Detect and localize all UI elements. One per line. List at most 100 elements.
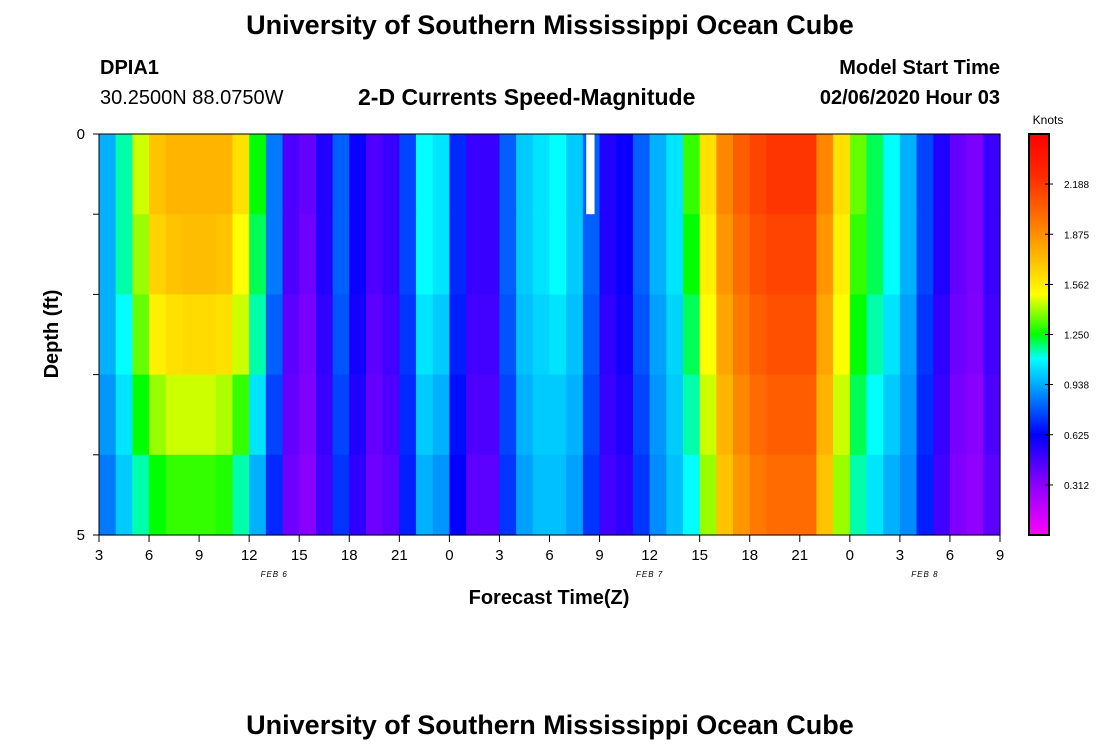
heatmap-cell [866, 134, 884, 215]
colorbar-tick-label: 1.562 [1064, 280, 1089, 291]
heatmap-cell [416, 454, 434, 536]
heatmap-cell [649, 374, 667, 456]
colorbar-tick-label: 2.188 [1064, 180, 1089, 191]
heatmap-cell [733, 134, 751, 215]
heatmap-cell [499, 294, 517, 376]
station-id: DPIA1 [100, 57, 159, 79]
heatmap-cell [849, 214, 868, 295]
missing-data-cell [586, 134, 595, 215]
heatmap-cell [783, 374, 801, 456]
heatmap-cell [933, 294, 951, 376]
heatmap-cell [332, 374, 350, 456]
heatmap-cell [699, 374, 717, 456]
heatmap-cell [282, 454, 300, 536]
heatmap-cell [315, 374, 334, 456]
heatmap-cell [532, 294, 551, 376]
heatmap-cell [649, 134, 667, 215]
heatmap-cell [249, 294, 267, 376]
missing-data-marks [586, 134, 595, 215]
heatmap-cell [599, 454, 617, 536]
heatmap-cell [416, 214, 434, 295]
heatmap-cell [816, 134, 834, 215]
heatmap-cell [949, 374, 968, 456]
heatmap-cell [399, 214, 417, 295]
heatmap-cell [516, 374, 534, 456]
colorbar-ticks: 0.312 0.625 0.938 1.250 1.562 1.875 2.188 [1045, 180, 1089, 492]
heatmap-cell [182, 374, 200, 456]
heatmap-cell [165, 374, 184, 456]
heatmap-cell [382, 214, 400, 295]
heatmap-cell [866, 454, 884, 536]
heatmap-cell [816, 214, 834, 295]
heatmap-cell [916, 214, 934, 295]
heatmap-cells [99, 134, 1001, 536]
heatmap-cell [916, 294, 934, 376]
heatmap-cell [699, 294, 717, 376]
heatmap-cell [766, 294, 784, 376]
heatmap-cell [165, 214, 184, 295]
heatmap-cell [766, 374, 784, 456]
heatmap-cell [666, 294, 684, 376]
heatmap-cell [382, 294, 400, 376]
heatmap-cell [265, 214, 284, 295]
heatmap-cell [466, 454, 484, 536]
heatmap-cell [983, 134, 1001, 215]
heatmap-cell [482, 454, 501, 536]
heatmap-cell [616, 454, 634, 536]
heatmap-cell [566, 214, 584, 295]
heatmap-cell [449, 134, 467, 215]
heatmap-cell [816, 454, 834, 536]
heatmap-cell [182, 214, 200, 295]
heatmap-cell [516, 294, 534, 376]
x-axis-ticks: 3 6 9 12 15 18 21 0 3 6 9 12 15 18 21 0 3 6 9 FEB 6 FEB 7 FEB… [95, 535, 1004, 579]
heatmap-cell [315, 454, 334, 536]
heatmap-cell [883, 454, 901, 536]
heatmap-cell [883, 374, 901, 456]
heatmap-cell [816, 294, 834, 376]
heatmap-cell [99, 134, 117, 215]
heatmap-cell [549, 214, 567, 295]
heatmap-cell [682, 134, 701, 215]
heatmap-cell [632, 454, 651, 536]
heatmap-cell [282, 294, 300, 376]
heatmap-cell [666, 374, 684, 456]
heatmap-cell [149, 214, 167, 295]
heatmap-cell [616, 134, 634, 215]
heatmap-cell [582, 454, 601, 536]
heatmap-cell [332, 294, 350, 376]
x-tick-label: 6 [545, 547, 553, 564]
heatmap-cell [766, 214, 784, 295]
heatmap-cell [716, 294, 734, 376]
heatmap-cell [549, 134, 567, 215]
heatmap-cell [282, 214, 300, 295]
heatmap-cell [516, 214, 534, 295]
heatmap-cell [899, 454, 918, 536]
heatmap-cell [916, 134, 934, 215]
heatmap-cell [582, 214, 601, 295]
colorbar-tick-label: 1.250 [1064, 331, 1089, 342]
heatmap-cell [149, 134, 167, 215]
heatmap-cell [799, 214, 818, 295]
x-tick-label: 15 [691, 547, 708, 564]
heatmap-cell [749, 374, 768, 456]
x-tick-label: 12 [641, 547, 658, 564]
x-tick-label: 18 [741, 547, 758, 564]
heatmap-cell [733, 294, 751, 376]
heatmap-cell [365, 454, 384, 536]
heatmap-cell [365, 134, 384, 215]
heatmap-cell [482, 374, 501, 456]
heatmap-cell [299, 134, 317, 215]
heatmap-cell [933, 374, 951, 456]
heatmap-cell [699, 134, 717, 215]
heatmap-cell [599, 214, 617, 295]
heatmap-cell [232, 294, 250, 376]
heatmap-cell [299, 214, 317, 295]
model-start-value: 02/06/2020 Hour 03 [819, 87, 1000, 109]
heatmap-cell [282, 374, 300, 456]
heatmap-cell [349, 214, 367, 295]
heatmap-cell [716, 134, 734, 215]
heatmap-cell [432, 374, 450, 456]
y-tick-label: 5 [77, 527, 85, 544]
heatmap-cell [582, 294, 601, 376]
heatmap-cell [132, 134, 150, 215]
